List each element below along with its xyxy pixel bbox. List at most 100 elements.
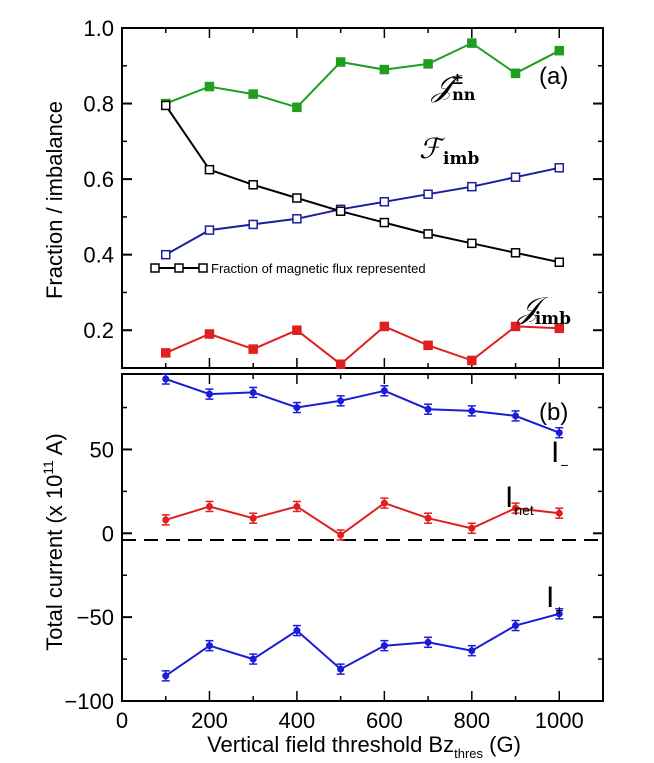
series-line [165,378,560,434]
data-point [249,388,257,396]
x-tick-label: 600 [366,708,403,733]
data-point [248,219,258,230]
series-label-iplus: I+ [546,581,564,618]
series-line [165,501,560,537]
data-point [204,225,215,235]
data-point [423,189,433,199]
data-point [510,321,521,332]
y-tick-label: 50 [90,437,114,462]
data-point [292,102,302,113]
data-point [248,89,258,99]
data-point [554,323,565,334]
data-point [467,181,477,192]
data-point [379,321,390,332]
data-point [293,627,301,635]
legend-marker [198,263,208,273]
panel-a-ticks: 0.2 0.4 0.6 0.8 1.0 [83,16,603,369]
data-point [424,638,432,646]
data-point [249,514,257,522]
legend-marker [174,263,184,273]
data-point [162,516,170,524]
data-point [380,642,388,650]
data-point [423,59,433,69]
y-tick-label: 0.8 [83,92,114,117]
data-point [379,197,390,207]
data-point [379,217,390,228]
data-point [380,499,388,507]
data-point [468,647,476,655]
data-point [162,672,170,680]
data-point [337,665,345,673]
legend-marker [150,263,160,273]
series-line [165,612,560,677]
y-tick-label: 1.0 [83,16,114,41]
data-point [424,405,432,413]
panel-b-series [161,373,564,682]
panel-b: −100 −50 0 50 0 200 400 600 800 1000 (b) Total cu… [40,373,604,761]
series-label-jnn: 𝒥± nn [430,69,476,104]
panel-a-label: (a) [539,63,568,90]
y-tick-label: 0.4 [83,243,114,268]
panel-a: 0.2 0.4 0.6 0.8 1.0 (a) Fraction / imbalance… [42,16,604,369]
data-point [554,163,565,173]
data-point [512,504,520,512]
data-point [160,348,171,358]
data-point [248,344,258,354]
x-axis-label: Vertical field threshold Bzthres (G) [207,732,521,761]
panel-b-frame [121,373,604,702]
series-line [165,166,560,256]
x-tick-label: 400 [279,708,316,733]
data-point [162,375,170,383]
data-point [160,249,171,260]
data-point [554,45,565,56]
data-point [467,355,477,366]
y-tick-label: −100 [64,689,114,714]
panel-a-ylabel: Fraction / imbalance [42,101,67,299]
data-point [468,407,476,415]
data-point [292,193,302,203]
data-point [335,206,346,216]
data-point [510,248,521,258]
data-point [335,359,346,369]
x-tick-label: 800 [453,708,490,733]
data-point [555,429,563,437]
series-line [165,325,560,366]
x-tick-label: 0 [116,708,128,733]
data-point [510,172,521,182]
data-point [380,387,388,395]
data-point [293,502,301,510]
data-point [423,340,433,351]
data-point [424,514,432,522]
legend: Fraction of magnetic flux represented [150,261,426,276]
data-point [337,531,345,539]
data-point [337,397,345,405]
x-tick-label: 200 [191,708,228,733]
data-point [423,229,433,239]
series-line [164,104,560,264]
panel-b-ticks: −100 −50 0 50 0 200 400 600 800 1000 [64,374,603,733]
data-point [467,38,477,48]
series-line [165,41,560,109]
data-point [205,642,213,650]
data-point [204,164,215,175]
data-point [292,325,302,335]
data-point [204,81,215,92]
data-point [249,655,257,663]
legend-text: Fraction of magnetic flux represented [211,261,426,276]
data-point [510,68,521,79]
data-point [335,57,346,67]
y-tick-label: 0.6 [83,167,114,192]
data-point [248,180,258,190]
data-point [555,509,563,517]
data-point [512,412,520,420]
series-label-iminus: I− [551,436,569,473]
data-point [204,329,215,339]
data-point [467,238,477,249]
data-point [205,390,213,398]
data-point [160,100,171,111]
panel-a-series [160,38,565,369]
y-tick-label: −50 [77,605,114,630]
data-point [555,610,563,618]
